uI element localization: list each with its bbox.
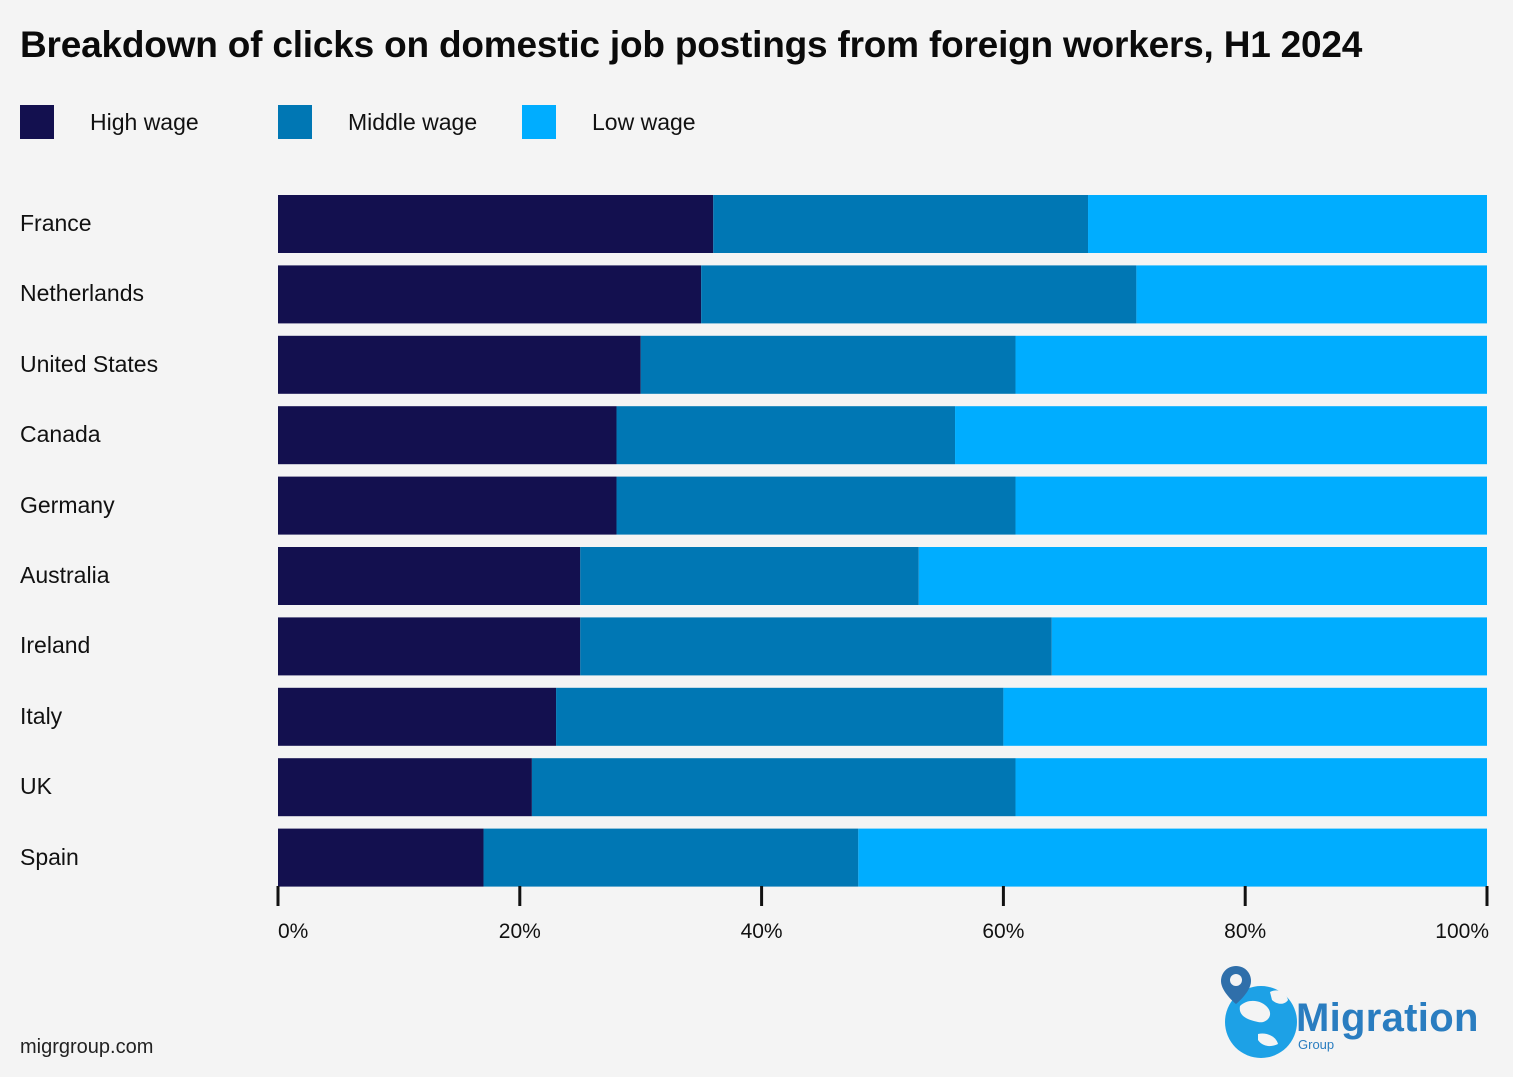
legend-swatch-high-wage xyxy=(20,105,54,139)
x-tick-label: 60% xyxy=(982,920,1024,943)
bar-united-states-middle-wage xyxy=(640,335,1016,394)
bar-france-middle-wage xyxy=(713,195,1089,253)
x-tick-label: 80% xyxy=(1224,920,1266,943)
category-label-ireland: Ireland xyxy=(20,632,91,659)
bar-netherlands-low-wage xyxy=(1136,265,1487,324)
legend-item-low-wage: Low wage xyxy=(522,104,696,140)
x-tick-label: 40% xyxy=(741,920,783,943)
category-label-spain: Spain xyxy=(20,843,79,870)
bar-spain-low-wage xyxy=(858,828,1487,887)
bar-ireland-middle-wage xyxy=(580,617,1052,676)
bar-uk-low-wage xyxy=(1015,758,1487,817)
globe-pin-icon xyxy=(1221,966,1297,1058)
bar-canada-high-wage xyxy=(278,406,617,465)
legend-swatch-low-wage xyxy=(522,105,556,139)
footer-url: migrgroup.com xyxy=(20,1036,154,1058)
bar-netherlands-high-wage xyxy=(278,265,702,324)
bar-italy-high-wage xyxy=(278,687,557,746)
bar-italy-low-wage xyxy=(1003,687,1487,746)
bar-canada-middle-wage xyxy=(616,406,956,465)
bar-germany-middle-wage xyxy=(616,476,1016,535)
bar-netherlands-middle-wage xyxy=(701,265,1137,324)
bar-spain-high-wage xyxy=(278,828,484,887)
bar-uk-middle-wage xyxy=(531,758,1016,817)
bar-italy-middle-wage xyxy=(556,687,1004,746)
legend-label-high-wage: High wage xyxy=(90,108,199,135)
bar-australia-middle-wage xyxy=(580,547,919,605)
bar-uk-high-wage xyxy=(278,758,532,817)
bar-australia-high-wage xyxy=(278,547,581,605)
chart-title: Breakdown of clicks on domestic job post… xyxy=(20,24,1363,65)
bar-canada-low-wage xyxy=(955,406,1487,465)
category-label-uk: UK xyxy=(20,773,52,800)
bar-ireland-low-wage xyxy=(1051,617,1487,676)
category-label-united-states: United States xyxy=(20,350,159,377)
category-label-germany: Germany xyxy=(20,491,115,518)
bar-united-states-high-wage xyxy=(278,335,641,394)
legend-item-middle-wage: Middle wage xyxy=(278,104,477,140)
category-label-australia: Australia xyxy=(20,562,110,588)
bar-germany-low-wage xyxy=(1015,476,1487,535)
legend-item-high-wage: High wage xyxy=(20,104,199,140)
bar-australia-low-wage xyxy=(918,547,1487,605)
logo-sub: Group xyxy=(1298,1037,1335,1052)
category-label-france: France xyxy=(20,210,92,236)
category-label-canada: Canada xyxy=(20,421,101,448)
legend-label-middle-wage: Middle wage xyxy=(348,108,478,135)
x-tick-label: 0% xyxy=(278,920,308,943)
x-tick-label: 100% xyxy=(1435,920,1489,943)
bar-united-states-low-wage xyxy=(1015,335,1487,394)
migration-group-logo: Migration Group xyxy=(1218,962,1508,1062)
x-tick-label: 20% xyxy=(499,920,541,943)
category-label-netherlands: Netherlands xyxy=(20,280,145,307)
bar-germany-high-wage xyxy=(278,476,617,535)
logo-name: Migration xyxy=(1296,996,1479,1040)
bar-france-high-wage xyxy=(278,195,714,253)
bar-spain-middle-wage xyxy=(483,828,859,887)
bar-france-low-wage xyxy=(1088,195,1487,253)
legend-swatch-middle-wage xyxy=(278,105,312,139)
bar-ireland-high-wage xyxy=(278,617,581,676)
legend-label-low-wage: Low wage xyxy=(592,108,696,135)
category-label-italy: Italy xyxy=(20,702,63,729)
